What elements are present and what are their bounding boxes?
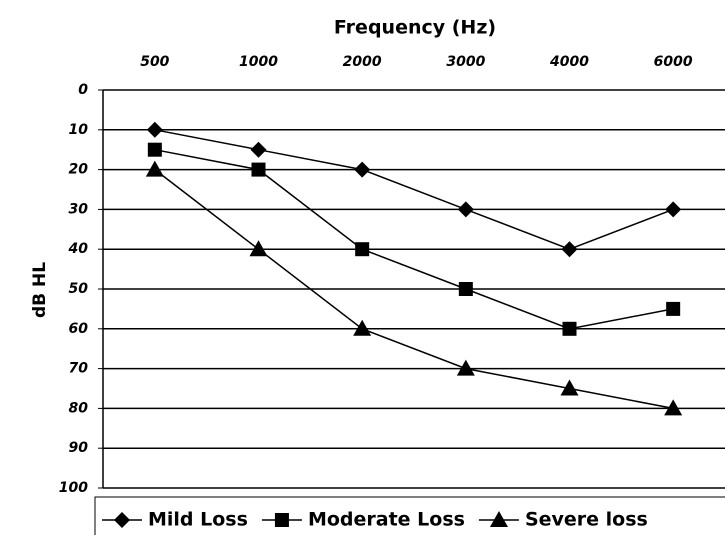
y-tick-label: 20: [69, 162, 89, 178]
marker: [563, 322, 577, 336]
y-tick-label: 30: [69, 201, 89, 217]
marker: [355, 242, 369, 256]
marker: [252, 163, 266, 177]
legend-label: Mild Loss: [148, 509, 248, 531]
y-tick-label: 40: [68, 241, 89, 257]
marker: [666, 302, 680, 316]
x-tick-label: 1000: [239, 54, 278, 70]
x-tick-label: 3000: [446, 54, 485, 70]
legend-label: Severe loss: [525, 509, 648, 531]
x-tick-label: 6000: [654, 54, 693, 70]
x-tick-label: 500: [140, 54, 169, 70]
y-tick-label: 80: [69, 400, 89, 416]
y-tick-label: 10: [69, 122, 89, 138]
x-axis-title: Frequency (Hz): [334, 17, 496, 39]
background: [0, 0, 725, 535]
y-tick-label: 90: [69, 440, 89, 456]
x-tick-label: 2000: [343, 54, 382, 70]
y-tick-label: 50: [69, 281, 89, 297]
chart: Frequency (Hz) dB HL 0 10 20 30 40 50 60 70 80 90…: [0, 0, 725, 535]
y-tick-label: 60: [69, 321, 89, 337]
legend-label: Moderate Loss: [308, 509, 465, 531]
marker: [148, 143, 162, 157]
y-tick-label: 70: [69, 361, 89, 377]
x-tick-label: 4000: [549, 54, 589, 70]
y-tick-label: 100: [59, 480, 88, 496]
y-tick-label: 0: [78, 82, 88, 98]
marker: [459, 282, 473, 296]
y-axis-title: dB HL: [30, 262, 50, 318]
marker: [275, 513, 289, 527]
